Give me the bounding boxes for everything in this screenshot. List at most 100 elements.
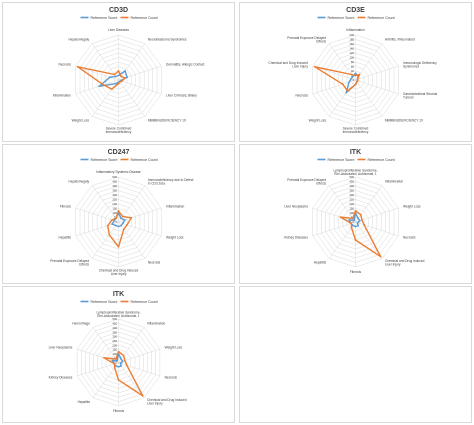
radial-tick-label: 150 [112,207,117,211]
radial-tick-label: 300 [349,193,354,197]
data-point [121,222,124,225]
data-point [120,224,122,227]
category-label: Weight Loss [403,205,421,209]
data-point [355,80,358,83]
radar-chart: CD3E Reference Score Reference Count 200180… [268,7,437,134]
legend-label: Reference Count [131,300,158,304]
grid-spoke [75,79,119,95]
radial-tick-label: 40 [351,69,355,73]
category-label: Hepatomegaly [69,180,90,184]
data-point [313,65,316,68]
data-point [117,209,120,212]
category-label: Severe Combined Immunodeficiency [343,126,369,134]
category-label: Hepatitis [59,236,72,240]
radial-tick-label: 0 [115,361,117,365]
category-label: Neuroblastoma Syndromes [148,38,187,42]
data-point [117,379,120,381]
chart-panel-itk-2: ITK Reference Score Reference Count 500 450 4… [2,286,235,423]
data-point [125,364,128,367]
grid-spoke [77,362,119,377]
category-label: MBMBNUDEFICIENCY 19 [385,119,423,123]
data-point [115,217,117,220]
data-point [124,219,126,221]
data-point [357,217,359,220]
category-label: Necrosis [165,376,178,380]
category-label: Inflammation [385,180,403,184]
legend-label: Reference Count [131,16,158,20]
category-label: Kidney Diseases [284,236,308,240]
data-point [115,224,117,227]
data-point [350,226,353,229]
category-label: Hepatomegaly [69,38,90,42]
chart-title: CD247 [108,149,130,156]
category-label: Hemorrhage [72,321,90,325]
radial-tick-label: 80 [351,60,355,64]
category-label: Immunodeficiency due to Defect in CD3 Zet… [148,178,194,186]
category-label: Weight Loss [166,236,184,240]
radial-tick-label: 350 [112,189,117,193]
radar-chart: CD3D Reference Score Reference Count Liver … [53,7,205,134]
category-label: Hepatitis [314,261,327,265]
data-point [350,77,353,80]
grid-spoke [312,221,356,237]
data-point [121,360,124,363]
radar-chart: ITK Reference Score Reference Count 5004504… [49,291,187,413]
data-point [350,73,353,76]
category-label: Inflammation [346,28,364,32]
grid-spoke [355,79,399,95]
data-point [124,70,126,72]
category-label: Lymphoproliferative Syndrome, Ebv-Associa… [334,168,378,176]
grid-spoke [355,79,383,117]
radial-tick-label: 0 [115,220,117,224]
data-point [120,365,122,367]
radial-tick-label: 300 [112,335,117,339]
category-label: Severe Combined Immunodeficiency [106,126,132,134]
data-point [115,82,117,85]
data-point [346,90,349,92]
data-point [124,77,126,79]
radial-tick-label: 250 [112,339,117,343]
data-point [352,217,354,220]
grid-spoke [92,327,119,363]
radial-tick-label: 100 [112,352,117,356]
radial-tick-label: 150 [349,207,354,211]
data-point [122,354,125,357]
category-label: Inflammation [147,321,165,325]
data-point [354,72,357,75]
radial-tick-label: 250 [112,198,117,202]
data-point [130,216,133,219]
grid-spoke [355,65,399,81]
radar-chart: CD247 Reference Score Reference Count 50045… [50,149,194,276]
category-label: Prenatal Exposure Delayed Effects [287,178,326,186]
radial-tick-label: 150 [112,348,117,352]
radar-chart: ITK Reference Score Reference Count 5004504… [284,149,425,274]
data-point [117,350,120,353]
category-label: Gastrointestinal Stromal Tumors [403,92,437,100]
grid-spoke [91,79,119,117]
data-point [122,228,125,231]
legend-label: Reference Count [368,16,395,20]
category-label: Chemical and Drug Induced Liver Injury [385,259,425,267]
radial-tick-label: 450 [349,180,354,184]
grid-spoke [118,362,160,377]
category-label: MBMBNUDEFICIENCY 19 [148,119,186,123]
category-label: Liver Neoplasms [49,346,73,350]
category-label: Necrosis [148,261,161,265]
grid-spoke [328,185,356,223]
chart-panel-cd3d: CD3D Reference Score Reference Count Liver … [2,2,235,142]
radial-tick-label: 500 [112,175,117,179]
chart-title: CD3D [109,7,128,14]
data-point [109,76,111,79]
category-label: Dermatitis, Allergic Contact [166,63,204,67]
data-point [345,91,348,94]
category-label: Fibrosis [60,205,72,209]
category-label: Fibrosis [350,270,362,274]
data-point [354,83,357,86]
data-point [111,223,113,225]
category-label: Inflammation [53,94,71,98]
data-point [120,75,122,78]
data-point [353,219,356,222]
data-point [116,359,119,362]
radial-tick-label: 200 [349,33,354,37]
